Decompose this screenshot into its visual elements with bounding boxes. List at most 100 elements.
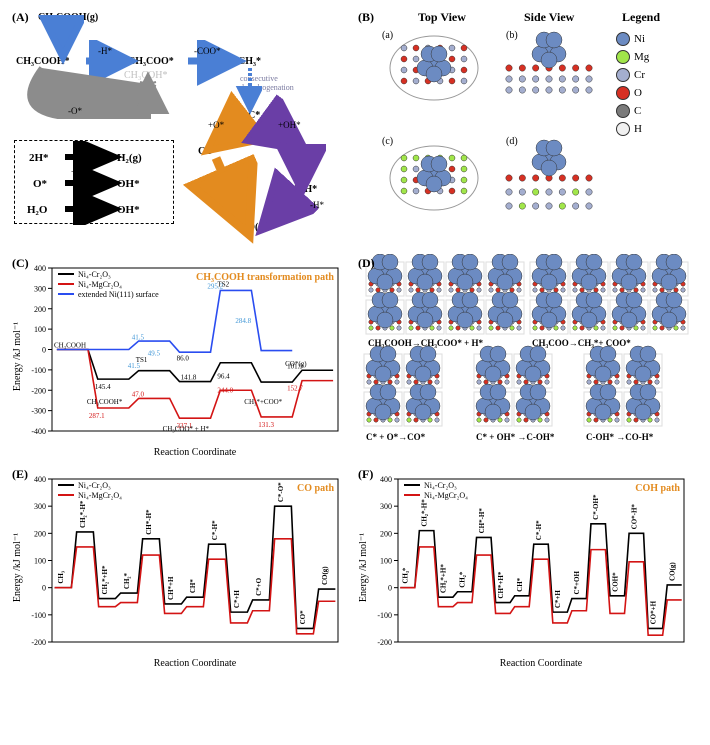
svg-text:Energy /kJ mol⁻¹: Energy /kJ mol⁻¹ bbox=[358, 533, 369, 602]
svg-text:152.7: 152.7 bbox=[287, 385, 303, 393]
hdr-legend: Legend bbox=[622, 10, 660, 25]
rxn2-over: -H* bbox=[73, 193, 87, 203]
legend-dot-icon bbox=[616, 50, 630, 64]
svg-text:0: 0 bbox=[42, 584, 46, 593]
legend-list: Ni Mg Cr OCH bbox=[616, 32, 649, 140]
rxn2-rhs: OH* bbox=[117, 204, 140, 216]
svg-text:CO(g): CO(g) bbox=[321, 566, 329, 585]
svg-text:86.0: 86.0 bbox=[177, 355, 190, 363]
legend-text: O bbox=[634, 87, 642, 99]
legend-dot-icon bbox=[616, 104, 630, 118]
svg-text:CO*: CO* bbox=[299, 610, 307, 625]
svg-text:-100: -100 bbox=[377, 611, 392, 620]
svg-text:CH₃COOH*: CH₃COOH* bbox=[87, 398, 123, 406]
svg-text:CH₂*-H*: CH₂*-H* bbox=[79, 500, 87, 528]
svg-text:96.4: 96.4 bbox=[217, 373, 230, 381]
arrlbl-mH: -H* bbox=[98, 46, 112, 56]
svg-text:C*+H: C*+H bbox=[554, 590, 562, 609]
svg-text:-100: -100 bbox=[31, 611, 46, 620]
svg-text:C*-OH*: C*-OH* bbox=[592, 494, 600, 520]
svg-text:41.5: 41.5 bbox=[132, 333, 145, 341]
svg-text:400: 400 bbox=[380, 475, 392, 484]
svg-text:300: 300 bbox=[34, 284, 46, 293]
panel-e-label: (E) bbox=[12, 467, 28, 482]
svg-text:Ni₄-MgCr₂O₄: Ni₄-MgCr₂O₄ bbox=[78, 491, 122, 500]
svg-text:100: 100 bbox=[34, 557, 46, 566]
rxn2-lhs: H₂O bbox=[27, 204, 48, 216]
svg-text:-100: -100 bbox=[31, 366, 46, 375]
legend-cr: Cr bbox=[616, 68, 649, 82]
svg-text:200: 200 bbox=[380, 529, 392, 538]
svg-text:49.5: 49.5 bbox=[148, 349, 161, 357]
svg-text:CH₃COO* + H*: CH₃COO* + H* bbox=[163, 425, 210, 433]
svg-text:CH₃COO→CH₃*+ COO*: CH₃COO→CH₃*+ COO* bbox=[532, 338, 631, 348]
svg-text:C*-H*: C*-H* bbox=[211, 520, 219, 540]
svg-text:200: 200 bbox=[34, 305, 46, 314]
svg-text:CO*(g): CO*(g) bbox=[285, 360, 307, 368]
svg-text:C*-H*: C*-H* bbox=[535, 520, 543, 540]
svg-text:CH*-H*: CH*-H* bbox=[478, 508, 486, 534]
svg-text:300: 300 bbox=[380, 502, 392, 511]
legend-o: O bbox=[616, 86, 649, 100]
svg-text:-200: -200 bbox=[377, 638, 392, 647]
legend-c: C bbox=[616, 104, 649, 118]
arrlbl-mH2: -H* bbox=[310, 200, 324, 210]
row-2: (C) -400-300-200-1000100200300400Energy … bbox=[8, 254, 702, 459]
legend-dot-icon bbox=[616, 122, 630, 136]
svg-text:C*+O: C*+O bbox=[255, 577, 263, 596]
svg-text:Reaction Coordinate: Reaction Coordinate bbox=[154, 658, 237, 669]
legend-text: Ni bbox=[634, 33, 645, 45]
svg-text:CH₂*-H*: CH₂*-H* bbox=[421, 499, 429, 527]
svg-text:Energy /kJ mol⁻¹: Energy /kJ mol⁻¹ bbox=[12, 322, 23, 391]
panel-a: (A) CH₃COOH(g) CH₃COOH* CH₃COO* CH₃COH* … bbox=[8, 8, 348, 248]
svg-text:Energy /kJ mol⁻¹: Energy /kJ mol⁻¹ bbox=[12, 533, 23, 602]
legend-text: Mg bbox=[634, 51, 649, 63]
svg-text:141.8: 141.8 bbox=[181, 373, 197, 381]
svg-text:-300: -300 bbox=[31, 407, 46, 416]
arrlbl-pO: +O* bbox=[208, 120, 224, 130]
svg-text:CO*+H: CO*+H bbox=[649, 600, 657, 624]
figure-page: (A) CH₃COOH(g) CH₃COOH* CH₃COO* CH₃COH* … bbox=[0, 0, 710, 684]
svg-text:CO path: CO path bbox=[297, 483, 334, 494]
svg-text:C* + O*→CO*: C* + O*→CO* bbox=[366, 432, 426, 442]
panel-f-label: (F) bbox=[358, 467, 373, 482]
svg-text:CH₂*+H*: CH₂*+H* bbox=[101, 565, 109, 595]
svg-text:244.0: 244.0 bbox=[217, 386, 233, 394]
svg-text:-400: -400 bbox=[31, 427, 46, 436]
svg-text:CH₃*+COO*: CH₃*+COO* bbox=[244, 398, 282, 406]
svg-text:Reaction Coordinate: Reaction Coordinate bbox=[500, 658, 583, 669]
rxn0-lhs: 2H* bbox=[29, 152, 49, 164]
rxn1-over: +H* bbox=[71, 167, 88, 177]
panel-f: (F) -200-1000100200300400Energy /kJ mol⁻… bbox=[354, 465, 694, 670]
arrlbl-mO: -O* bbox=[68, 106, 82, 116]
svg-text:100: 100 bbox=[34, 325, 46, 334]
chart-e-svg: -200-1000100200300400Energy /kJ mol⁻¹Rea… bbox=[8, 465, 348, 670]
svg-text:CH*+H: CH*+H bbox=[167, 576, 175, 600]
row-3: (E) -200 -100 0 100 200 300 400 Energy /kJ mol⁻… bbox=[8, 465, 702, 670]
svg-text:200: 200 bbox=[34, 529, 46, 538]
arrlbl-mCOO: -COO* bbox=[194, 46, 221, 56]
svg-text:CO(g): CO(g) bbox=[668, 562, 676, 581]
svg-text:100: 100 bbox=[380, 557, 392, 566]
svg-text:131.3: 131.3 bbox=[258, 421, 274, 429]
legend-h: H bbox=[616, 122, 649, 136]
svg-text:C*+OH: C*+OH bbox=[573, 571, 581, 595]
svg-text:CH₂*+H*: CH₂*+H* bbox=[440, 564, 448, 594]
svg-text:400: 400 bbox=[34, 475, 46, 484]
svg-text:145.4: 145.4 bbox=[95, 383, 111, 391]
svg-text:COH path: COH path bbox=[635, 483, 680, 494]
svg-text:C* + OH* →C-OH*: C* + OH* →C-OH* bbox=[476, 432, 555, 442]
chart-f-svg: -200-1000100200300400Energy /kJ mol⁻¹Rea… bbox=[354, 465, 694, 670]
svg-text:287.1: 287.1 bbox=[89, 412, 105, 420]
rxn1-rhs: OH* bbox=[117, 178, 140, 190]
svg-text:Ni₄-Cr₂O₃: Ni₄-Cr₂O₃ bbox=[78, 270, 111, 279]
svg-text:CH*: CH* bbox=[189, 579, 197, 594]
svg-text:C*-O*: C*-O* bbox=[277, 482, 285, 502]
svg-text:COH*: COH* bbox=[611, 572, 619, 592]
svg-text:C-OH* →CO-H*: C-OH* →CO-H* bbox=[586, 432, 654, 442]
side-rxn-box: 2H* H₂(g) O* +H* OH* H₂O -H* OH* bbox=[14, 140, 174, 224]
legend-mg: Mg bbox=[616, 50, 649, 64]
svg-text:284.8: 284.8 bbox=[235, 317, 251, 325]
svg-text:Ni₄-MgCr₂O₄: Ni₄-MgCr₂O₄ bbox=[424, 491, 468, 500]
rxn1-lhs: O* bbox=[33, 178, 48, 190]
